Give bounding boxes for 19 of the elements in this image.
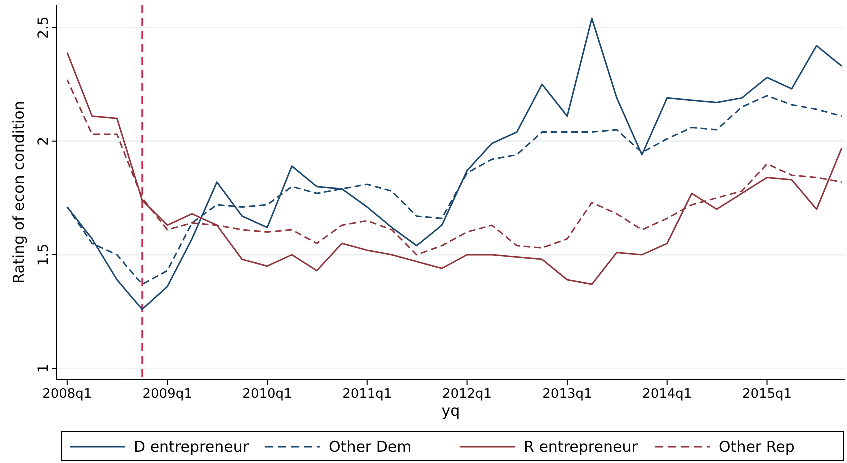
x-tick-label: 2014q1 bbox=[642, 387, 692, 402]
x-tick-label: 2013q1 bbox=[542, 387, 592, 402]
x-tick-label: 2015q1 bbox=[742, 387, 792, 402]
y-tick-label: 2 bbox=[36, 136, 52, 146]
x-tick-label: 2008q1 bbox=[42, 387, 92, 402]
x-tick-label: 2009q1 bbox=[142, 387, 192, 402]
x-axis-title: yq bbox=[442, 402, 460, 420]
x-tick-label: 2011q1 bbox=[342, 387, 392, 402]
y-tick-label: 1 bbox=[36, 364, 52, 374]
y-tick-label: 1.5 bbox=[36, 244, 52, 266]
legend-label: Other Rep bbox=[719, 438, 795, 456]
x-tick-label: 2012q1 bbox=[442, 387, 492, 402]
legend-label: D entrepreneur bbox=[134, 438, 250, 456]
y-axis-title: Rating of econ condition bbox=[10, 101, 28, 284]
line-series bbox=[66, 52, 843, 286]
legend-label: Other Dem bbox=[329, 438, 412, 456]
x-tick-label: 2010q1 bbox=[242, 387, 292, 402]
y-tick-label: 2.5 bbox=[36, 16, 52, 39]
legend-label: R entrepreneur bbox=[524, 438, 639, 456]
